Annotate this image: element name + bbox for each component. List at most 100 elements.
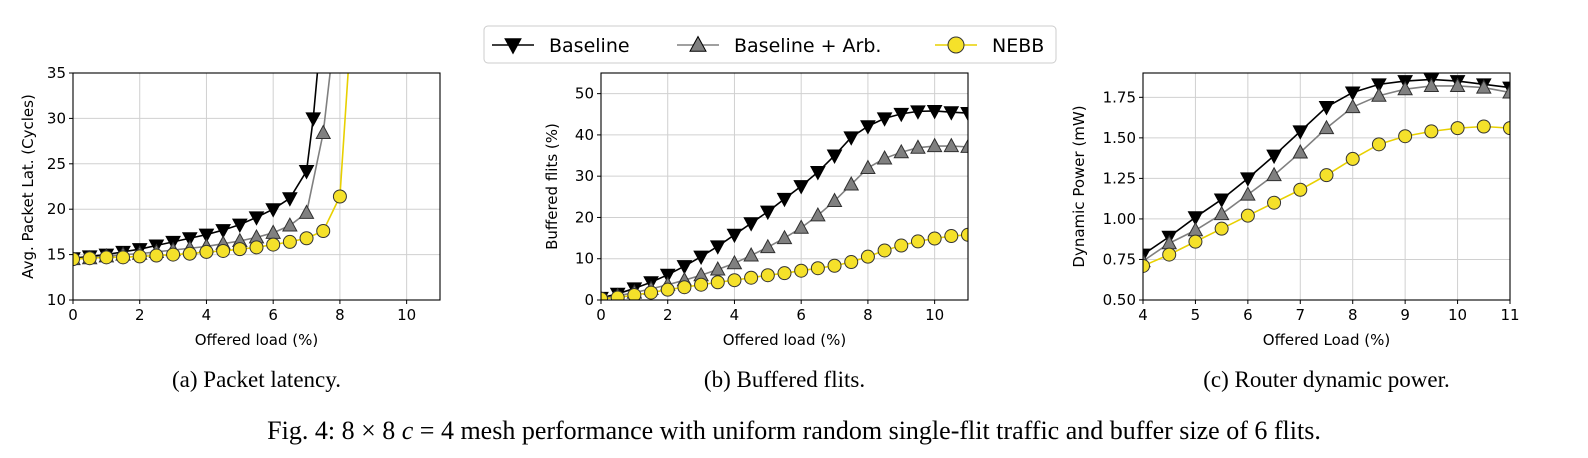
y-tick-label: 1.50 [1103, 129, 1136, 147]
subfigure-caption: (a) Packet latency. [172, 367, 341, 392]
data-point [759, 238, 776, 254]
data-point [1371, 137, 1386, 152]
data-point [1162, 247, 1177, 262]
data-point [1503, 121, 1510, 136]
chart-panel: 0 2 4 6 8 10 0 10 20 30 40 50 Offered load (%) Buffer… [543, 72, 969, 392]
data-point [182, 246, 197, 261]
data-point [826, 149, 843, 164]
data-point [776, 192, 793, 208]
legend: Baseline Baseline + Arb. NEBB [483, 25, 1057, 64]
series-group [73, 73, 349, 267]
data-point [1344, 86, 1361, 101]
data-point [1476, 119, 1491, 134]
grid [72, 72, 440, 301]
data-point [299, 231, 314, 246]
data-point [1213, 193, 1230, 208]
series-line [73, 73, 319, 260]
data-point [743, 247, 759, 262]
data-point [265, 203, 282, 218]
data-point [1292, 125, 1309, 140]
data-point [843, 131, 860, 146]
series-group [1143, 73, 1510, 273]
data-point [627, 288, 642, 300]
x-tick-label: 4 [202, 306, 212, 324]
x-tick-label: 4 [730, 306, 740, 324]
figure-caption: Fig. 4: 8 × 8 c = 4 mesh performance wit… [267, 416, 1321, 445]
subfigure-caption: (c) Router dynamic power. [1203, 367, 1450, 392]
data-point [659, 268, 676, 284]
data-point [660, 282, 675, 297]
data-point [810, 166, 826, 181]
data-point [910, 234, 925, 249]
data-point [693, 250, 709, 266]
data-point [1449, 77, 1466, 92]
data-point [149, 248, 164, 263]
data-point [910, 139, 926, 154]
data-point [282, 217, 298, 232]
x-tick-label: 0 [596, 306, 606, 324]
y-tick-label: 1.75 [1103, 88, 1136, 106]
data-point [199, 244, 214, 259]
data-point [709, 240, 726, 255]
data-point [1188, 234, 1203, 249]
data-point [760, 268, 775, 283]
data-point [282, 234, 297, 249]
data-point [727, 273, 742, 288]
x-axis-label: Offered Load (%) [1263, 331, 1390, 349]
x-tick-label: 4 [1138, 306, 1148, 324]
y-axis-label: Avg. Packet Lat. (Cycles) [19, 94, 37, 279]
data-point [1187, 221, 1204, 237]
data-point [910, 105, 926, 120]
data-point [960, 138, 968, 153]
data-point [1344, 98, 1361, 114]
data-point [99, 250, 114, 265]
data-point [860, 120, 876, 135]
data-point [315, 124, 332, 139]
data-point [601, 291, 608, 300]
x-tick-label: 9 [1400, 306, 1410, 324]
data-point [876, 150, 893, 165]
legend-label: NEBB [992, 35, 1044, 57]
data-point [1502, 81, 1510, 96]
y-tick-label: 10 [47, 291, 66, 309]
data-point [877, 243, 892, 258]
data-point [1161, 234, 1178, 250]
y-tick-label: 0.75 [1103, 250, 1136, 268]
data-point [694, 277, 709, 292]
data-point [893, 107, 910, 123]
data-point [709, 261, 726, 276]
y-tick-label: 30 [575, 167, 594, 185]
legend-label: Baseline [549, 35, 630, 57]
x-tick-label: 6 [268, 306, 278, 324]
data-point [1371, 87, 1387, 102]
data-point [332, 189, 347, 204]
data-point [644, 285, 659, 300]
data-point [1318, 101, 1335, 116]
series-group [601, 104, 968, 300]
data-point [926, 104, 943, 120]
y-tick-label: 50 [575, 85, 594, 103]
data-point [1293, 182, 1308, 197]
data-point [876, 112, 893, 127]
x-tick-label: 2 [663, 306, 673, 324]
data-point [743, 217, 759, 232]
data-point [776, 229, 793, 245]
y-tick-label: 0.50 [1103, 291, 1136, 309]
data-point [927, 231, 942, 246]
data-point [1423, 77, 1440, 92]
data-point [894, 238, 909, 253]
data-point [1398, 129, 1413, 144]
x-tick-label: 10 [1448, 306, 1467, 324]
x-tick-label: 10 [397, 306, 416, 324]
data-point [810, 206, 826, 222]
data-point [1319, 168, 1334, 183]
y-tick-label: 10 [575, 250, 594, 268]
data-point [860, 159, 876, 174]
x-tick-label: 8 [335, 306, 345, 324]
data-point [305, 112, 322, 127]
data-point [82, 251, 97, 266]
data-point [266, 237, 281, 252]
data-point [926, 137, 943, 153]
data-point [960, 107, 968, 122]
